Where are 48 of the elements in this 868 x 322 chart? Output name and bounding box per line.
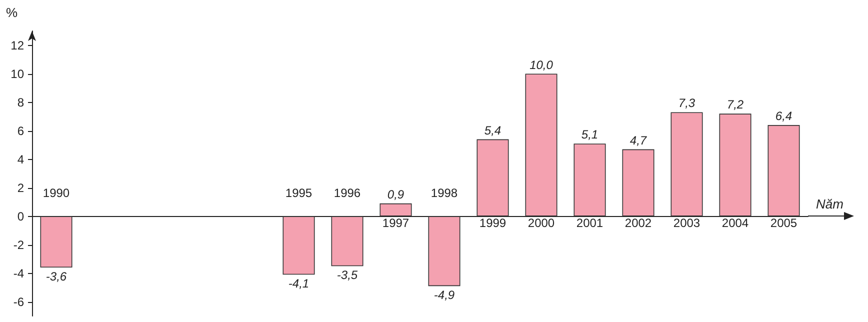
y-tick-label: 0 <box>17 209 24 224</box>
bar <box>525 74 558 216</box>
data-label: -3,5 <box>336 268 358 282</box>
x-axis-title: Năm <box>816 196 844 212</box>
y-axis-title: % <box>6 5 18 20</box>
bar <box>428 216 460 286</box>
x-tick-label: 2004 <box>722 216 749 230</box>
y-tick-label: -2 <box>13 238 24 252</box>
y-tick-label: 2 <box>17 180 24 195</box>
y-tick-label: -4 <box>13 266 24 280</box>
x-tick-label: 2002 <box>624 216 652 230</box>
x-tick-label: 2003 <box>673 216 700 230</box>
data-label: 4,7 <box>630 133 648 148</box>
bar <box>476 139 509 216</box>
bar <box>768 125 800 216</box>
data-label: -4,1 <box>288 276 310 291</box>
bar <box>670 112 703 216</box>
data-label: 7,3 <box>678 96 696 110</box>
y-tick-label: 12 <box>10 38 24 52</box>
x-tick-label: 2005 <box>770 216 798 230</box>
data-label: 5,4 <box>484 123 502 138</box>
bar <box>574 144 606 216</box>
y-tick-label: 4 <box>17 152 24 166</box>
data-label: 10,0 <box>530 58 554 72</box>
bar <box>331 216 364 266</box>
data-label: 7,2 <box>726 98 744 112</box>
bar <box>622 149 654 216</box>
x-tick-label: 1996 <box>334 186 361 200</box>
data-label: 0,9 <box>387 187 404 202</box>
bar <box>40 216 72 268</box>
data-label: -4,9 <box>434 288 455 302</box>
y-tick-label: 6 <box>17 124 24 138</box>
bar <box>380 203 412 216</box>
x-tick-label: 1997 <box>382 216 410 230</box>
x-tick-label: 1990 <box>42 186 70 200</box>
x-tick-label: 2000 <box>528 216 555 230</box>
y-tick-label: 8 <box>17 95 24 110</box>
bar <box>719 114 752 216</box>
y-tick-label: 10 <box>10 66 24 81</box>
x-tick-label: 1999 <box>479 216 506 230</box>
y-tick-label: -6 <box>13 294 24 309</box>
data-label: -3,6 <box>46 270 67 284</box>
data-label: 5,1 <box>581 128 598 142</box>
x-tick-label: 2001 <box>576 216 604 230</box>
data-label: 6,4 <box>775 109 792 124</box>
bar <box>282 216 315 275</box>
x-tick-label: 1995 <box>285 186 312 200</box>
x-tick-label: 1998 <box>430 186 458 200</box>
